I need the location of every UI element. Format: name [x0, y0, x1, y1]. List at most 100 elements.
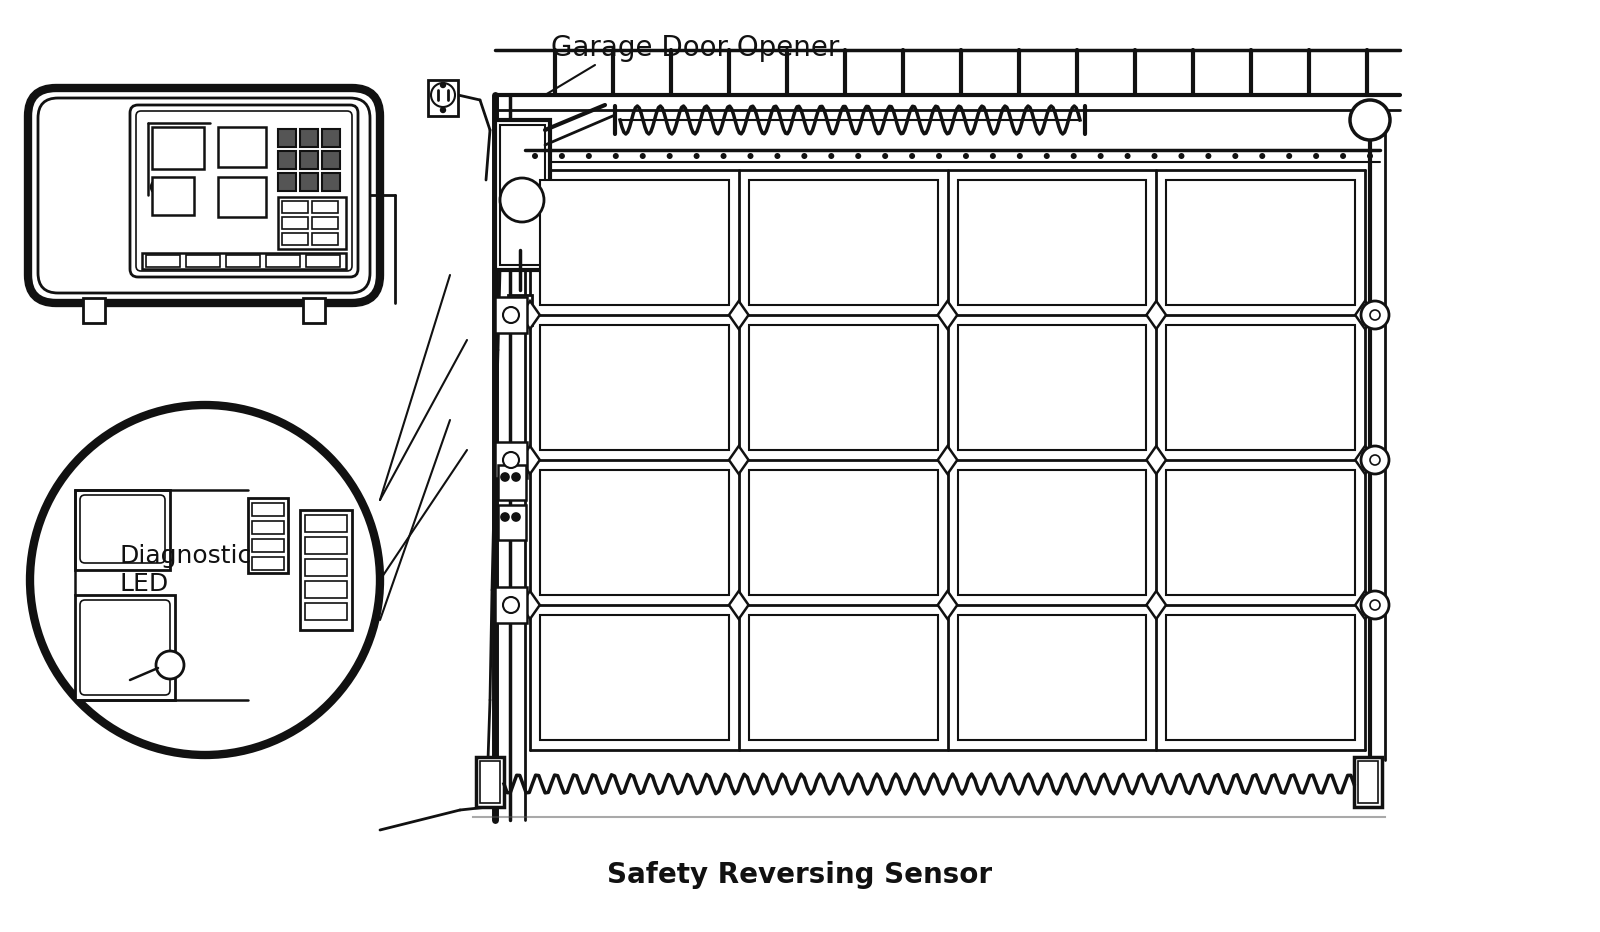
Circle shape: [936, 153, 942, 159]
Bar: [1166, 325, 1355, 450]
Circle shape: [1370, 455, 1379, 465]
Circle shape: [1179, 153, 1184, 159]
Text: Safety Reversing Sensor: Safety Reversing Sensor: [608, 861, 992, 889]
Bar: [306, 515, 347, 532]
Bar: [306, 581, 347, 598]
Polygon shape: [1355, 446, 1374, 474]
Bar: [306, 603, 347, 620]
Circle shape: [990, 153, 995, 159]
Bar: [278, 173, 296, 191]
Circle shape: [512, 513, 520, 521]
Polygon shape: [1355, 591, 1374, 619]
Circle shape: [1259, 153, 1266, 159]
Circle shape: [558, 153, 565, 159]
Polygon shape: [938, 591, 957, 619]
Circle shape: [501, 473, 509, 481]
Circle shape: [150, 180, 165, 194]
Circle shape: [963, 153, 970, 159]
Bar: [186, 255, 221, 267]
Polygon shape: [1147, 591, 1166, 619]
Bar: [957, 325, 1146, 450]
Circle shape: [1362, 446, 1389, 474]
Bar: [957, 180, 1146, 305]
Circle shape: [802, 153, 808, 159]
Circle shape: [1370, 310, 1379, 320]
Circle shape: [30, 405, 381, 755]
Circle shape: [613, 153, 619, 159]
Circle shape: [1018, 153, 1022, 159]
Circle shape: [157, 651, 184, 679]
Bar: [278, 151, 296, 169]
Bar: [282, 217, 307, 229]
Polygon shape: [730, 446, 749, 474]
Bar: [253, 539, 285, 552]
Bar: [1166, 180, 1355, 305]
Circle shape: [1314, 153, 1318, 159]
Bar: [480, 761, 499, 803]
Bar: [301, 173, 318, 191]
Circle shape: [1362, 301, 1389, 329]
Circle shape: [1350, 100, 1390, 140]
Bar: [1166, 615, 1355, 740]
Bar: [498, 505, 526, 540]
Bar: [749, 325, 938, 450]
Bar: [75, 490, 170, 570]
Circle shape: [667, 153, 672, 159]
Bar: [253, 503, 285, 516]
Bar: [499, 125, 546, 265]
Circle shape: [440, 83, 445, 88]
Circle shape: [829, 153, 834, 159]
Circle shape: [1070, 153, 1077, 159]
Polygon shape: [938, 301, 957, 329]
Polygon shape: [730, 301, 749, 329]
Bar: [541, 470, 728, 595]
Text: Diagnostic
LED: Diagnostic LED: [120, 544, 253, 596]
Circle shape: [499, 178, 544, 222]
Circle shape: [882, 153, 888, 159]
Circle shape: [1362, 591, 1389, 619]
Bar: [494, 587, 526, 623]
Bar: [1166, 470, 1355, 595]
Bar: [957, 470, 1146, 595]
Circle shape: [531, 153, 538, 159]
Bar: [541, 325, 728, 450]
Bar: [152, 127, 205, 169]
Circle shape: [694, 153, 699, 159]
Polygon shape: [1147, 301, 1166, 329]
Bar: [494, 442, 526, 478]
Bar: [322, 129, 339, 147]
Circle shape: [586, 153, 592, 159]
Bar: [322, 151, 339, 169]
Circle shape: [1098, 153, 1104, 159]
Bar: [253, 557, 285, 570]
Circle shape: [774, 153, 781, 159]
Bar: [146, 255, 179, 267]
Polygon shape: [520, 591, 539, 619]
Bar: [253, 521, 285, 534]
Bar: [429, 80, 458, 116]
Circle shape: [1286, 153, 1293, 159]
Bar: [266, 255, 301, 267]
Circle shape: [502, 597, 518, 613]
FancyBboxPatch shape: [29, 88, 381, 303]
Bar: [1358, 761, 1378, 803]
Polygon shape: [938, 446, 957, 474]
Circle shape: [1341, 153, 1346, 159]
Bar: [494, 120, 550, 270]
Circle shape: [430, 83, 454, 107]
Bar: [306, 255, 339, 267]
Circle shape: [1232, 153, 1238, 159]
Circle shape: [640, 153, 646, 159]
Circle shape: [909, 153, 915, 159]
Circle shape: [856, 153, 861, 159]
Bar: [1354, 757, 1382, 807]
Bar: [302, 298, 325, 323]
Bar: [541, 615, 728, 740]
Bar: [494, 297, 526, 333]
Bar: [541, 180, 728, 305]
Circle shape: [1043, 153, 1050, 159]
Bar: [312, 217, 338, 229]
Bar: [282, 201, 307, 213]
Bar: [498, 465, 526, 500]
Bar: [749, 470, 938, 595]
